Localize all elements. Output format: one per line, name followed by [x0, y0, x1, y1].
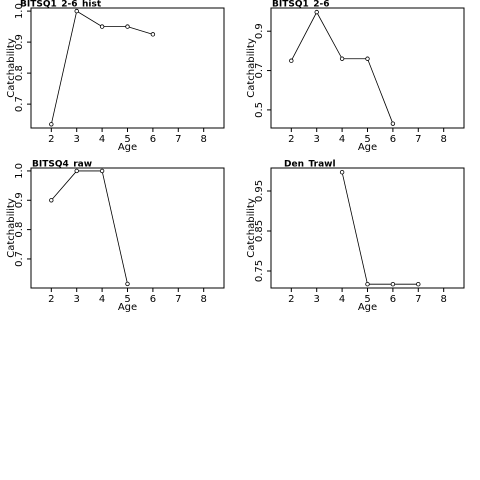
point [49, 122, 54, 127]
y-tick-label: 0.75 [254, 260, 265, 282]
x-tick-label: 5 [364, 134, 370, 145]
point [99, 24, 105, 29]
plot-box [30, 167, 225, 289]
x-tick-label: 7 [175, 294, 181, 305]
x-tick-label: 3 [314, 294, 320, 305]
panel-title: BITSQ1_2-6 [272, 0, 330, 10]
x-tick-label: 4 [339, 134, 345, 145]
x-tick-label: 7 [415, 294, 421, 305]
y-axis-label: Catchability [246, 38, 257, 98]
point [365, 282, 370, 287]
plot-box [270, 167, 465, 289]
x-tick-label: 6 [150, 134, 156, 145]
y-tick-label: 1.0 [14, 163, 25, 179]
x-tick-label: 6 [390, 134, 396, 145]
x-axis-label: Age [118, 302, 137, 313]
point [49, 198, 54, 203]
point [390, 121, 396, 126]
point [365, 56, 370, 61]
y-tick-label: 0.7 [14, 251, 25, 267]
series-line [290, 11, 394, 124]
y-tick-label: 0.9 [14, 192, 25, 208]
y-tick-label: 1.0 [14, 3, 25, 19]
y-tick-label: 0.7 [14, 96, 25, 112]
y-tick-label: 0.85 [254, 220, 265, 242]
y-tick-label: 0.8 [14, 222, 25, 238]
series-line [341, 172, 419, 285]
x-tick-label: 5 [124, 134, 130, 145]
point [150, 32, 156, 37]
point [74, 168, 79, 174]
x-tick-label: 2 [288, 134, 294, 145]
x-tick-label: 8 [200, 294, 206, 305]
x-tick-label: 2 [288, 294, 294, 305]
y-axis-label: Catchability [246, 198, 257, 258]
y-axis-label: Catchability [6, 38, 17, 98]
point [339, 56, 345, 61]
panel-title: BITSQ1_2-6_hist [20, 0, 102, 10]
x-tick-label: 3 [74, 294, 80, 305]
x-tick-label: 2 [48, 294, 54, 305]
x-tick-label: 7 [415, 134, 421, 145]
x-tick-label: 8 [200, 134, 206, 145]
x-axis-label: Age [118, 142, 137, 153]
point [339, 169, 345, 175]
y-tick-label: 0.8 [14, 65, 25, 81]
x-tick-label: 8 [440, 134, 446, 145]
series-line [51, 170, 128, 284]
point [125, 281, 130, 287]
x-tick-label: 5 [124, 294, 130, 305]
x-tick-label: 3 [74, 134, 80, 145]
x-tick-label: 3 [314, 134, 320, 145]
point [390, 282, 396, 287]
x-tick-label: 2 [48, 134, 54, 145]
y-tick-label: 0.9 [254, 23, 265, 39]
y-axis-label: Catchability [6, 198, 17, 258]
panel-title: Den_Trawl [284, 160, 336, 170]
x-tick-label: 7 [175, 134, 181, 145]
point [99, 168, 105, 174]
y-tick-label: 0.95 [254, 180, 265, 202]
point [74, 8, 79, 14]
x-tick-label: 8 [440, 294, 446, 305]
point [289, 58, 294, 63]
x-tick-label: 4 [339, 294, 345, 305]
plot-box [270, 7, 465, 129]
x-tick-label: 6 [390, 294, 396, 305]
x-tick-label: 4 [99, 294, 105, 305]
x-axis-label: Age [358, 302, 377, 313]
point [314, 9, 319, 15]
point [125, 24, 130, 29]
x-axis-label: Age [358, 142, 377, 153]
y-tick-label: 0.5 [254, 102, 265, 118]
x-tick-label: 5 [364, 294, 370, 305]
x-tick-label: 4 [99, 134, 105, 145]
point [416, 282, 421, 287]
panel-title: BITSQ4_raw [32, 160, 92, 170]
y-tick-label: 0.9 [14, 34, 25, 50]
y-tick-label: 0.7 [254, 63, 265, 79]
x-tick-label: 6 [150, 294, 156, 305]
